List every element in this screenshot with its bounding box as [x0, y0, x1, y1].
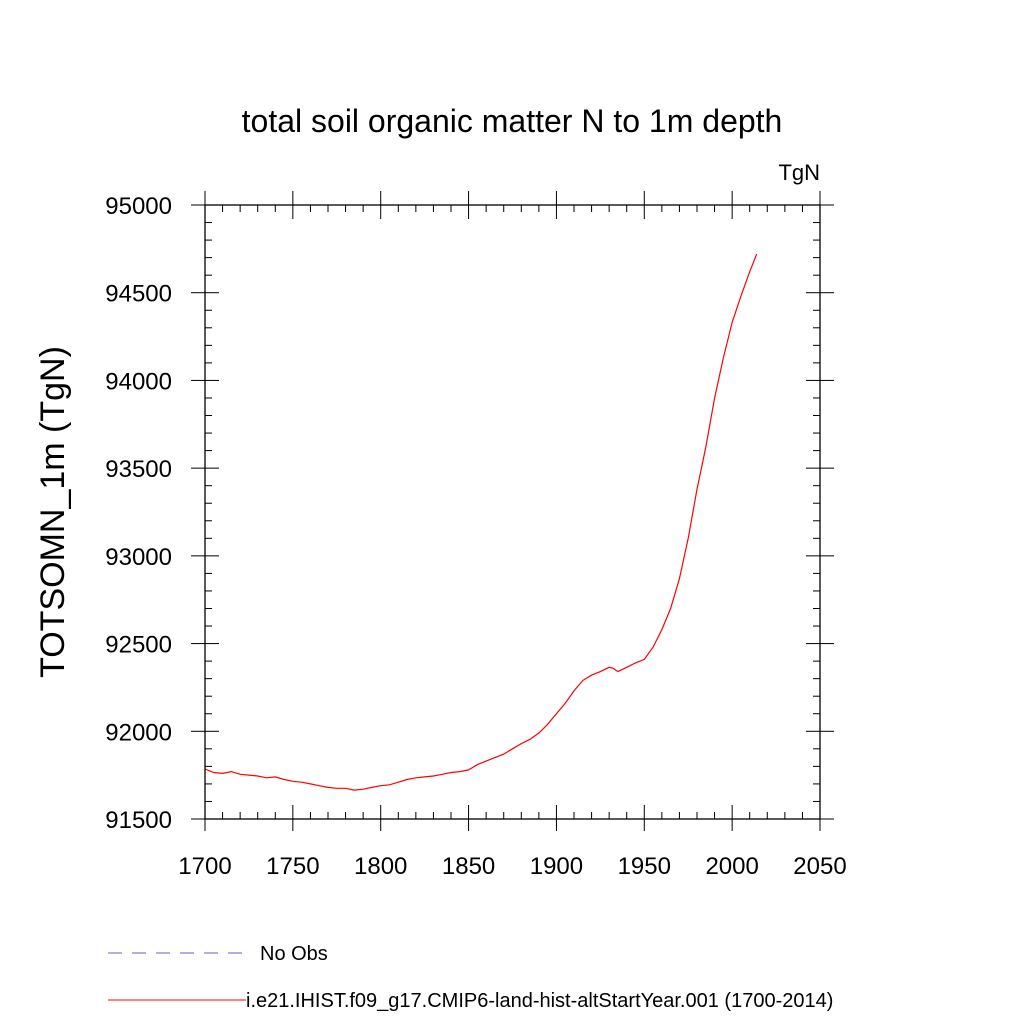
y-tick-label: 91500: [105, 807, 172, 834]
y-tick-label: 93500: [105, 456, 172, 483]
y-tick-label: 95000: [105, 193, 172, 220]
series-line-1: [204, 253, 758, 791]
x-tick-label: 1950: [618, 853, 671, 880]
x-tick-label: 2050: [793, 853, 846, 880]
plot-frame: [204, 204, 821, 820]
y-tick-label: 94000: [105, 368, 172, 395]
series-layer: [204, 253, 758, 791]
y-tick-label: 92500: [105, 632, 172, 659]
legend-label-model-run: i.e21.IHIST.f09_g17.CMIP6-land-hist-altS…: [246, 990, 833, 1012]
y-tick-label: 94500: [105, 281, 172, 308]
axis-ticks: [191, 191, 834, 831]
tick-labels: 1700 1750 1800 1850 1900 1950 2000 2050 91500 920…: [105, 193, 846, 880]
y-axis-label: TOTSOMN_1m (TgN): [34, 346, 72, 678]
x-tick-label: 2000: [705, 853, 758, 880]
legend: No Obs i.e21.IHIST.f09_g17.CMIP6-land-hi…: [108, 943, 833, 1012]
y-tick-label: 92000: [105, 719, 172, 746]
legend-label-no-obs: No Obs: [260, 943, 328, 965]
units-label: TgN: [778, 160, 820, 185]
chart-title: total soil organic matter N to 1m depth: [242, 103, 783, 139]
x-tick-label: 1800: [354, 853, 407, 880]
x-tick-label: 1850: [442, 853, 495, 880]
x-tick-label: 1900: [530, 853, 583, 880]
x-tick-label: 1750: [266, 853, 319, 880]
y-tick-label: 93000: [105, 544, 172, 571]
x-tick-label: 1700: [178, 853, 231, 880]
